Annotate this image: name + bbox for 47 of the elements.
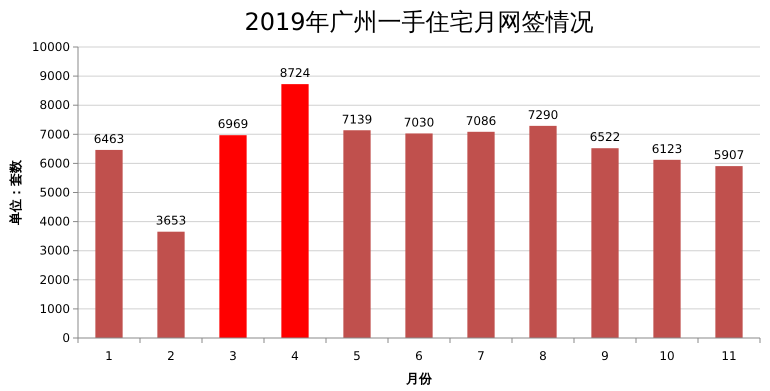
x-tick-label: 8	[539, 349, 547, 363]
x-tick-label: 5	[353, 349, 361, 363]
x-tick-label: 11	[721, 349, 737, 363]
chart-title: 2019年广州一手住宅月网签情况	[244, 8, 594, 36]
y-tick-label: 8000	[39, 98, 70, 112]
bar	[653, 160, 681, 338]
y-tick-label: 5000	[39, 186, 70, 200]
data-label: 5907	[714, 148, 744, 162]
y-tick-label: 10000	[32, 40, 70, 54]
x-tick-label: 9	[601, 349, 609, 363]
x-tick-label: 6	[415, 349, 423, 363]
bar	[281, 84, 309, 338]
y-tick-label: 2000	[39, 272, 70, 287]
y-axis-title: 单位：套数	[8, 159, 24, 226]
x-axis-title: 月份	[405, 372, 433, 387]
data-label: 6969	[218, 117, 248, 132]
y-tick-label: 9000	[39, 69, 70, 84]
bar	[405, 133, 433, 338]
x-tick-label: 1	[105, 349, 113, 363]
bar	[157, 232, 185, 338]
data-label: 7139	[342, 112, 372, 126]
data-label: 7290	[528, 108, 558, 122]
y-tick-label: 3000	[39, 244, 70, 258]
x-tick-label: 10	[659, 349, 675, 363]
bar	[219, 135, 247, 338]
y-tick-label: 0	[62, 331, 70, 345]
y-tick-label: 4000	[39, 214, 70, 229]
x-tick-label: 4	[291, 349, 299, 363]
data-label: 7086	[466, 114, 496, 128]
bar	[343, 130, 371, 338]
data-label: 3653	[156, 214, 186, 228]
y-tick-label: 6000	[39, 156, 70, 170]
bar	[591, 148, 619, 338]
data-label: 6123	[652, 142, 682, 156]
data-label: 7030	[404, 115, 434, 130]
bar	[529, 126, 557, 338]
data-label: 6463	[94, 132, 124, 146]
bar	[715, 166, 743, 338]
data-label: 8724	[280, 66, 310, 80]
x-tick-label: 7	[477, 349, 485, 363]
y-tick-label: 1000	[39, 302, 70, 316]
x-tick-label: 2	[167, 349, 175, 363]
x-tick-label: 3	[229, 349, 237, 363]
data-label: 6522	[590, 130, 620, 144]
y-tick-label: 7000	[39, 127, 70, 142]
bar	[95, 150, 123, 338]
bar	[467, 132, 495, 338]
